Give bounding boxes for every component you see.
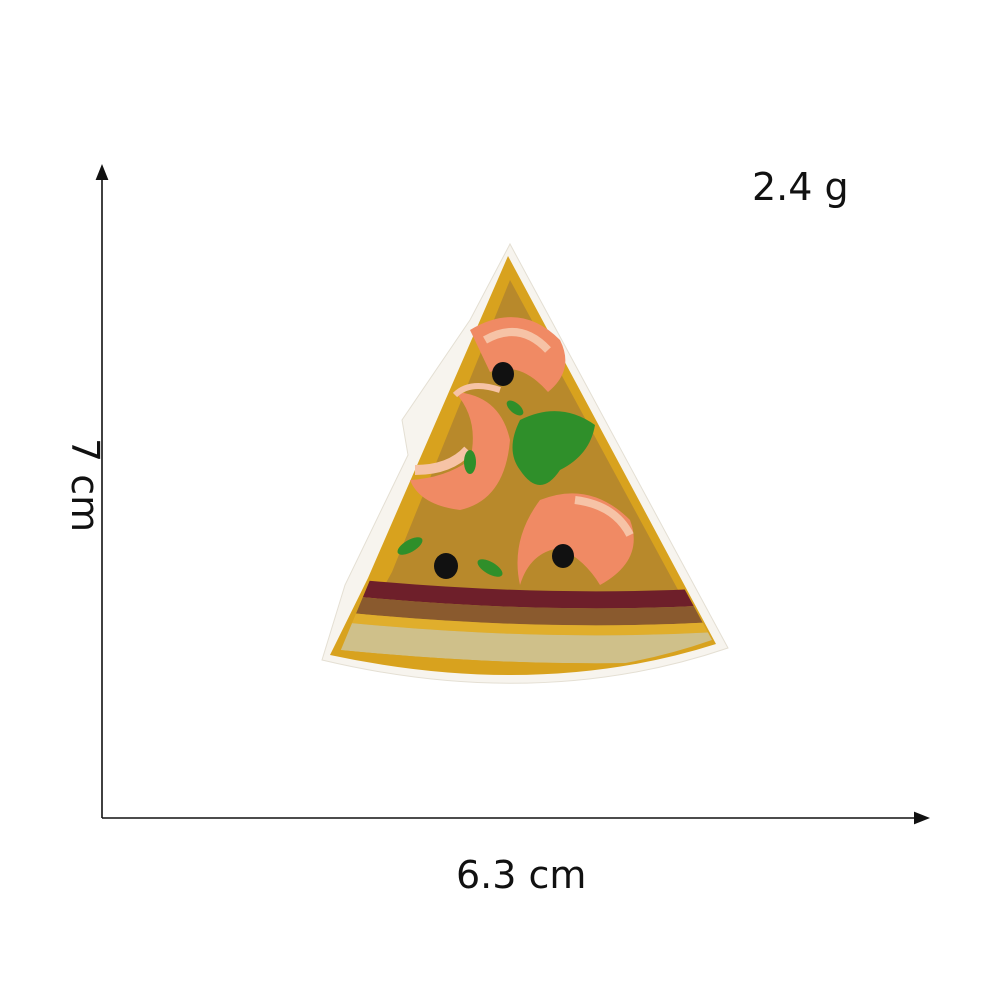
olive-topping [434, 362, 574, 579]
herb-topping [397, 400, 595, 577]
crust-bands [340, 578, 712, 674]
weight-label: 2.4 g [752, 165, 849, 209]
height-label: 7 cm [63, 438, 107, 533]
shrimp-topping [410, 317, 634, 585]
width-label: 6.3 cm [456, 853, 587, 897]
pizza-slice-patch [321, 242, 729, 684]
